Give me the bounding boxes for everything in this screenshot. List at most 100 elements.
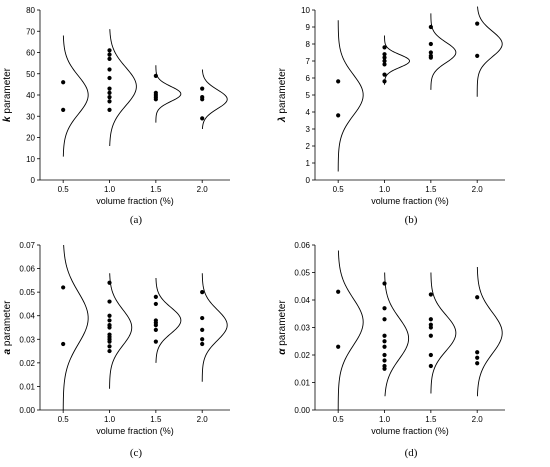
panel-c-data-point bbox=[107, 348, 112, 354]
panel-b: (b) 0 1 2 3 4 5 6 7 8 9 10 0.5 1.0 1.5 2.0 volume fract… bbox=[277, 6, 505, 226]
panel-a-y-tick-label: 50 bbox=[26, 70, 35, 79]
panel-a-y-tick-label: 0 bbox=[31, 176, 36, 185]
panel-d: (d) 0.00 0.01 0.02 0.03 0.04 0.05 0.06 0.5 1.0 1.… bbox=[277, 241, 505, 459]
panel-c-data-point bbox=[61, 341, 66, 347]
panel-b-data-point bbox=[382, 55, 387, 60]
panel-a-data-point bbox=[153, 97, 158, 102]
panel-d-distribution-curve bbox=[430, 272, 457, 394]
panel-d-y-tick-label: 0.04 bbox=[294, 296, 310, 305]
panel-a-distribution-curve bbox=[155, 65, 182, 123]
panel-c-y-tick-label: 0.07 bbox=[19, 241, 35, 250]
panel-a-data-point bbox=[107, 99, 112, 104]
panel-d-distribution-curve bbox=[337, 250, 364, 411]
panel-b-caption: (b) bbox=[405, 214, 418, 226]
panel-a-x-tick-label: 2.0 bbox=[197, 185, 209, 194]
panel-a-caption: (a) bbox=[130, 214, 143, 226]
panel-b-y-label: λ parameter bbox=[277, 67, 288, 123]
panel-d-data-point bbox=[428, 333, 433, 338]
panel-a-data-point bbox=[107, 107, 112, 112]
panel-d-data-point bbox=[475, 350, 480, 355]
panel-c-data-point bbox=[153, 327, 158, 332]
panel-d-data-point bbox=[428, 317, 433, 322]
panel-c-data-point bbox=[200, 315, 205, 321]
panel-b-y-label-text: parameter bbox=[277, 67, 288, 116]
panel-b-data-point bbox=[428, 41, 433, 47]
panel-d-y-tick-label: 0.01 bbox=[294, 379, 310, 388]
panel-a-y-label-symbol: k bbox=[2, 116, 13, 122]
panel-c-caption: (c) bbox=[130, 447, 143, 459]
panel-b-data-point bbox=[475, 21, 480, 26]
panel-a-data-point bbox=[61, 107, 66, 112]
panel-d-x-tick-label: 1.0 bbox=[379, 415, 391, 424]
panel-c-data-point bbox=[107, 313, 112, 318]
panel-c-data-point bbox=[107, 280, 112, 285]
panel-a-y-tick-label: 60 bbox=[26, 49, 35, 58]
panel-d-data-point bbox=[382, 281, 387, 286]
panel-c-distribution-curve bbox=[201, 273, 228, 382]
panel-c-y-tick-label: 0.06 bbox=[19, 265, 35, 274]
panel-d-y-tick-label: 0.05 bbox=[294, 269, 310, 278]
panel-d-data-point bbox=[382, 306, 387, 311]
panel-c-data-point bbox=[107, 325, 112, 330]
panel-a-x-tick-label: 1.0 bbox=[104, 185, 116, 194]
panel-a-data-point bbox=[107, 67, 112, 72]
panel-c-distribution-curve bbox=[62, 244, 89, 411]
panel-c-x-tick-label: 0.5 bbox=[58, 415, 70, 424]
panel-b-y-tick-label: 1 bbox=[306, 159, 311, 168]
panel-c-data-point bbox=[107, 318, 112, 323]
panel-b-y-tick-label: 8 bbox=[306, 40, 311, 49]
panel-a-y-tick-label: 70 bbox=[26, 27, 35, 36]
panel-d-data-point bbox=[382, 333, 387, 338]
panel-b-data-point bbox=[428, 24, 433, 30]
panel-a-y-tick-label: 30 bbox=[26, 112, 35, 121]
panel-d-x-tick-label: 0.5 bbox=[333, 415, 345, 424]
panel-b-distribution-curve bbox=[476, 6, 503, 97]
panel-a-y-label: k parameter bbox=[2, 67, 13, 122]
panel-a: (a) 0 10 20 30 40 50 60 70 80 0.5 1.0 1.5 2.0 volume … bbox=[2, 6, 230, 226]
panel-a-data-point bbox=[107, 75, 112, 81]
panel-c-y-tick-label: 0.00 bbox=[19, 406, 35, 415]
panel-d-data-point bbox=[382, 352, 387, 358]
panel-a-distribution-curve bbox=[62, 35, 89, 157]
panel-a-data-point bbox=[153, 73, 158, 78]
panel-b-distribution-curve bbox=[384, 35, 411, 85]
panel-b-y-tick-label: 2 bbox=[306, 142, 311, 151]
panel-c-y-tick-label: 0.02 bbox=[19, 359, 35, 368]
panel-b-data-point bbox=[382, 45, 387, 50]
panel-c-data-point bbox=[153, 294, 158, 299]
panel-d-data-point bbox=[475, 361, 480, 366]
panel-b-data-point bbox=[382, 62, 387, 67]
panel-b-y-tick-label: 5 bbox=[306, 91, 311, 100]
panel-a-data-point bbox=[107, 52, 112, 57]
panel-d-data-point bbox=[336, 344, 341, 349]
panel-c-x-tick-label: 1.5 bbox=[150, 415, 162, 424]
panel-c-y-tick-label: 0.01 bbox=[19, 382, 35, 391]
panel-d-data-point bbox=[428, 363, 433, 369]
panel-d-data-point bbox=[382, 366, 387, 371]
panel-c-x-tick-label: 2.0 bbox=[197, 415, 209, 424]
panel-a-y-label-text: parameter bbox=[2, 67, 13, 116]
panel-d-distribution-curve bbox=[384, 272, 410, 397]
panel-b-y-tick-label: 6 bbox=[306, 74, 311, 83]
panel-b-x-tick-label: 2.0 bbox=[472, 185, 484, 194]
panel-c-y-tick-label: 0.03 bbox=[19, 335, 35, 344]
panel-d-data-point bbox=[382, 358, 387, 363]
panel-b-y-tick-label: 4 bbox=[306, 108, 311, 117]
panel-a-distribution-curve bbox=[109, 29, 137, 147]
panel-a-x-tick-label: 1.5 bbox=[150, 185, 162, 194]
panel-a-x-tick-label: 0.5 bbox=[58, 185, 70, 194]
panel-b-data-point bbox=[336, 113, 341, 118]
panel-d-y-tick-label: 0.06 bbox=[294, 241, 310, 250]
panel-c-y-label-symbol: a bbox=[2, 348, 13, 354]
panel-d-data-point bbox=[336, 289, 341, 294]
panel-a-y-tick-label: 80 bbox=[26, 6, 35, 15]
panel-a-y-tick-label: 20 bbox=[26, 134, 35, 143]
panel-d-data-point bbox=[475, 355, 480, 360]
panel-c: (c) 0.00 0.01 0.02 0.03 0.04 0.05 0.06 0.07 0.5 1… bbox=[2, 241, 230, 459]
panel-c-y-tick-label: 0.04 bbox=[19, 312, 35, 321]
panel-b-x-tick-label: 0.5 bbox=[333, 185, 345, 194]
panel-b-y-tick-label: 7 bbox=[306, 57, 311, 66]
panel-d-y-tick-label: 0.02 bbox=[294, 351, 310, 360]
panel-d-y-tick-label: 0.00 bbox=[294, 406, 310, 415]
